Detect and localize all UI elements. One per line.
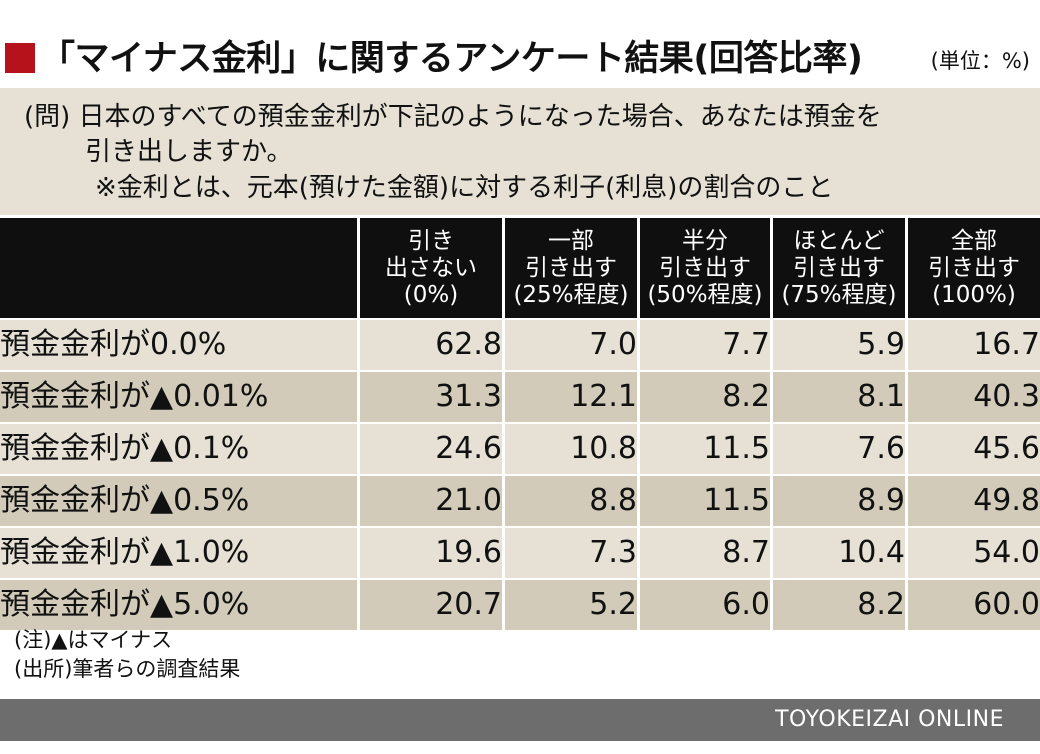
column-header-line: (75%程度)	[781, 281, 897, 308]
column-header-line: ほとんど	[793, 227, 885, 254]
footer-brand: TOYOKEIZAI ONLINE	[775, 707, 1004, 732]
table-row: 預金金利が▲0.01% 31.3 12.1 8.2 8.1 40.3	[0, 370, 1040, 422]
column-header-line: 全部	[951, 227, 997, 254]
value-cell: 62.8	[360, 318, 505, 370]
results-table: 引き 出さない (0%) 一部 引き出す (25%程度) 半分 引き出す (50%程度) ほとんど…	[0, 218, 1040, 630]
value-cell: 10.4	[773, 526, 908, 578]
value-cell: 31.3	[360, 370, 505, 422]
column-header-line: 引き出す	[525, 254, 617, 281]
question-box: (問) 日本のすべての預金金利が下記のようになった場合、あなたは預金を 引き出し…	[0, 88, 1040, 215]
table-row: 預金金利が▲5.0% 20.7 5.2 6.0 8.2 60.0	[0, 578, 1040, 630]
value-cell: 5.9	[773, 318, 908, 370]
row-label: 預金金利が0.0%	[0, 318, 360, 370]
column-header-line: (25%程度)	[513, 281, 629, 308]
notes: (注)▲はマイナス (出所)筆者らの調査結果	[14, 626, 240, 684]
column-header-line: 引き出す	[928, 254, 1020, 281]
value-cell: 10.8	[505, 422, 640, 474]
row-label: 預金金利が▲0.5%	[0, 474, 360, 526]
value-cell: 8.2	[640, 370, 773, 422]
column-header-line: 一部	[548, 227, 594, 254]
column-header: 全部 引き出す (100%)	[908, 218, 1040, 318]
value-cell: 45.6	[908, 422, 1040, 474]
value-cell: 11.5	[640, 474, 773, 526]
row-label: 預金金利が▲5.0%	[0, 578, 360, 630]
value-cell: 7.3	[505, 526, 640, 578]
value-cell: 11.5	[640, 422, 773, 474]
value-cell: 7.0	[505, 318, 640, 370]
column-header: ほとんど 引き出す (75%程度)	[773, 218, 908, 318]
column-header-line: (100%)	[932, 281, 1016, 308]
chart-title: 「マイナス金利」に関するアンケート結果(回答比率)	[40, 39, 863, 79]
column-header-line: 出さない	[385, 254, 477, 281]
value-cell: 7.7	[640, 318, 773, 370]
table-body: 預金金利が0.0% 62.8 7.0 7.7 5.9 16.7 預金金利が▲0.01% 31.…	[0, 318, 1040, 630]
value-cell: 8.2	[773, 578, 908, 630]
value-cell: 24.6	[360, 422, 505, 474]
column-header: 一部 引き出す (25%程度)	[505, 218, 640, 318]
column-header: 引き 出さない (0%)	[360, 218, 505, 318]
row-label: 預金金利が▲1.0%	[0, 526, 360, 578]
value-cell: 6.0	[640, 578, 773, 630]
column-header-line: 引き出す	[659, 254, 751, 281]
row-label: 預金金利が▲0.01%	[0, 370, 360, 422]
footer-bar: TOYOKEIZAI ONLINE	[0, 699, 1040, 741]
value-cell: 8.7	[640, 526, 773, 578]
value-cell: 19.6	[360, 526, 505, 578]
column-header-line: (50%程度)	[647, 281, 763, 308]
title-accent-square	[5, 43, 35, 73]
value-cell: 16.7	[908, 318, 1040, 370]
value-cell: 49.8	[908, 474, 1040, 526]
value-cell: 5.2	[505, 578, 640, 630]
value-cell: 7.6	[773, 422, 908, 474]
header-row: 引き 出さない (0%) 一部 引き出す (25%程度) 半分 引き出す (50%程度) ほとんど…	[0, 218, 1040, 318]
value-cell: 12.1	[505, 370, 640, 422]
table-row: 預金金利が▲0.1% 24.6 10.8 11.5 7.6 45.6	[0, 422, 1040, 474]
unit-label: (単位：%)	[930, 49, 1030, 73]
title-row: 「マイナス金利」に関するアンケート結果(回答比率) (単位：%)	[0, 34, 1040, 90]
value-cell: 54.0	[908, 526, 1040, 578]
value-cell: 8.1	[773, 370, 908, 422]
question-line-2: 引き出しますか。	[85, 137, 293, 167]
table-row: 預金金利が0.0% 62.8 7.0 7.7 5.9 16.7	[0, 318, 1040, 370]
column-header-line: (0%)	[403, 281, 459, 308]
table-row: 預金金利が▲1.0% 19.6 7.3 8.7 10.4 54.0	[0, 526, 1040, 578]
column-header-line: 半分	[682, 227, 728, 254]
note-source: (出所)筆者らの調査結果	[14, 657, 241, 681]
column-header-line: 引き	[408, 227, 454, 254]
value-cell: 40.3	[908, 370, 1040, 422]
question-line-3: ※金利とは、元本(預けた金額)に対する利子(利息)の割合のこと	[95, 173, 834, 203]
header-corner	[0, 218, 360, 318]
value-cell: 20.7	[360, 578, 505, 630]
value-cell: 21.0	[360, 474, 505, 526]
value-cell: 8.8	[505, 474, 640, 526]
table-row: 預金金利が▲0.5% 21.0 8.8 11.5 8.9 49.8	[0, 474, 1040, 526]
column-header-line: 引き出す	[793, 254, 885, 281]
value-cell: 8.9	[773, 474, 908, 526]
row-label: 預金金利が▲0.1%	[0, 422, 360, 474]
question-line-1: (問) 日本のすべての預金金利が下記のようになった場合、あなたは預金を	[24, 102, 882, 132]
note-minus: (注)▲はマイナス	[14, 628, 173, 652]
value-cell: 60.0	[908, 578, 1040, 630]
column-header: 半分 引き出す (50%程度)	[640, 218, 773, 318]
